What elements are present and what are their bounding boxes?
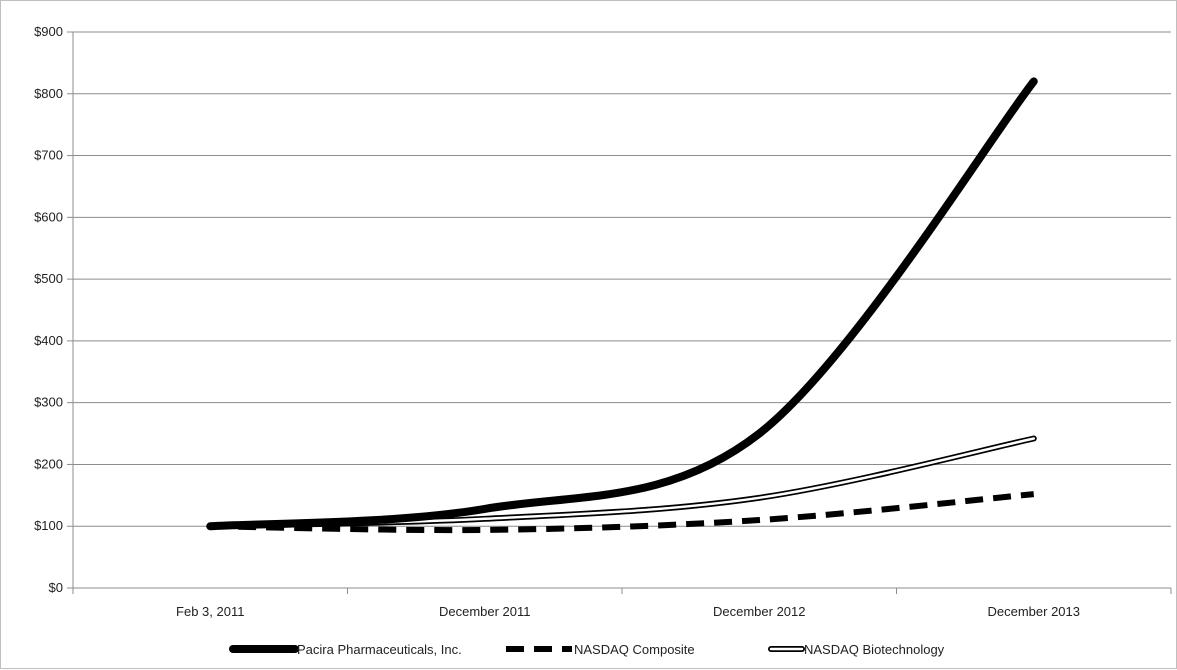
x-tick-label: December 2012 (713, 604, 806, 619)
y-tick-label: $700 (34, 148, 63, 163)
legend-label: NASDAQ Composite (574, 642, 695, 657)
legend-item: NASDAQ Biotechnology (771, 642, 945, 657)
grid-lines (73, 32, 1171, 526)
legend: Pacira Pharmaceuticals, Inc. NASDAQ Compo… (233, 642, 945, 657)
series-line (210, 438, 1034, 526)
legend-label: Pacira Pharmaceuticals, Inc. (297, 642, 462, 657)
series-2 (210, 438, 1034, 526)
x-tick-label: Feb 3, 2011 (176, 604, 244, 619)
legend-label: NASDAQ Biotechnology (804, 642, 945, 657)
series-line (210, 81, 1034, 526)
y-tick-label: $400 (34, 333, 63, 348)
series-lines (210, 81, 1034, 530)
y-tick-label: $500 (34, 271, 63, 286)
y-tick-label: $200 (34, 456, 63, 471)
series-0 (210, 81, 1034, 526)
x-tick-label: December 2013 (988, 604, 1081, 619)
y-tick-label: $300 (34, 395, 63, 410)
y-tick-label: $100 (34, 518, 63, 533)
legend-item: NASDAQ Composite (506, 642, 695, 657)
y-tick-label: $900 (34, 24, 63, 39)
legend-item: Pacira Pharmaceuticals, Inc. (233, 642, 462, 657)
y-tick-label: $0 (49, 580, 63, 595)
x-tick-label: December 2011 (439, 604, 531, 619)
y-tick-label: $600 (34, 209, 63, 224)
y-tick-label: $800 (34, 86, 63, 101)
